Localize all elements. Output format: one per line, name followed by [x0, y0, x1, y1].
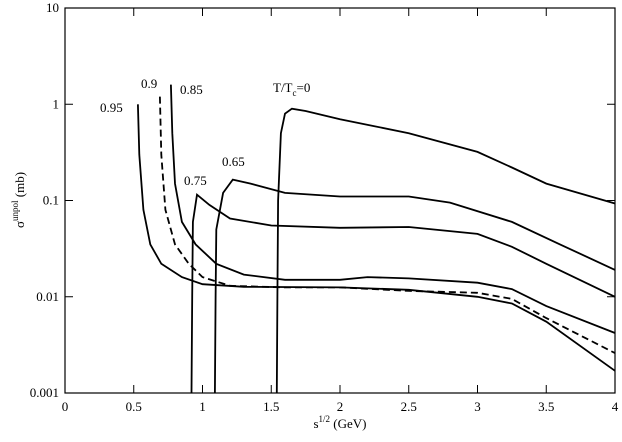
x-tick-label: 1 — [199, 399, 206, 414]
x-tick-label: 1.5 — [263, 399, 279, 414]
series-line — [170, 84, 616, 334]
x-tick-label: 0.5 — [126, 399, 142, 414]
series-line — [190, 192, 616, 394]
series-line — [275, 107, 616, 394]
curve-label: 0.75 — [184, 173, 207, 188]
curve-label-part: c — [293, 88, 297, 98]
plot-frame — [64, 7, 616, 394]
x-tick-label: 2 — [337, 399, 344, 414]
curve-label-part: =0 — [297, 80, 311, 95]
x-tick-label: 3 — [474, 399, 481, 414]
curve-label: 0.95 — [100, 100, 123, 115]
curve-label: 0.85 — [180, 82, 203, 97]
series-line — [159, 96, 616, 354]
x-tick-label: 2.5 — [401, 399, 417, 414]
curve-label-part: T/T — [273, 80, 293, 95]
x-axis-label: s1/2 (GeV) — [313, 414, 366, 431]
curve-label: 0.65 — [222, 154, 245, 169]
curve-label: 0.9 — [141, 76, 157, 91]
y-tick-label: 0.01 — [36, 289, 59, 304]
x-tick-label: 4 — [612, 399, 619, 414]
y-tick-label: 1 — [53, 96, 60, 111]
curve-label: T/Tc=0 — [273, 80, 310, 98]
x-tick-label: 0 — [62, 399, 69, 414]
y-tick-label: 0.1 — [43, 193, 59, 208]
y-tick-label: 10 — [46, 0, 59, 15]
x-tick-label: 3.5 — [538, 399, 554, 414]
y-axis-label: σunpol (mb) — [10, 172, 27, 228]
y-tick-label: 0.001 — [30, 385, 59, 400]
series-line — [214, 178, 616, 394]
series-line — [137, 104, 616, 372]
